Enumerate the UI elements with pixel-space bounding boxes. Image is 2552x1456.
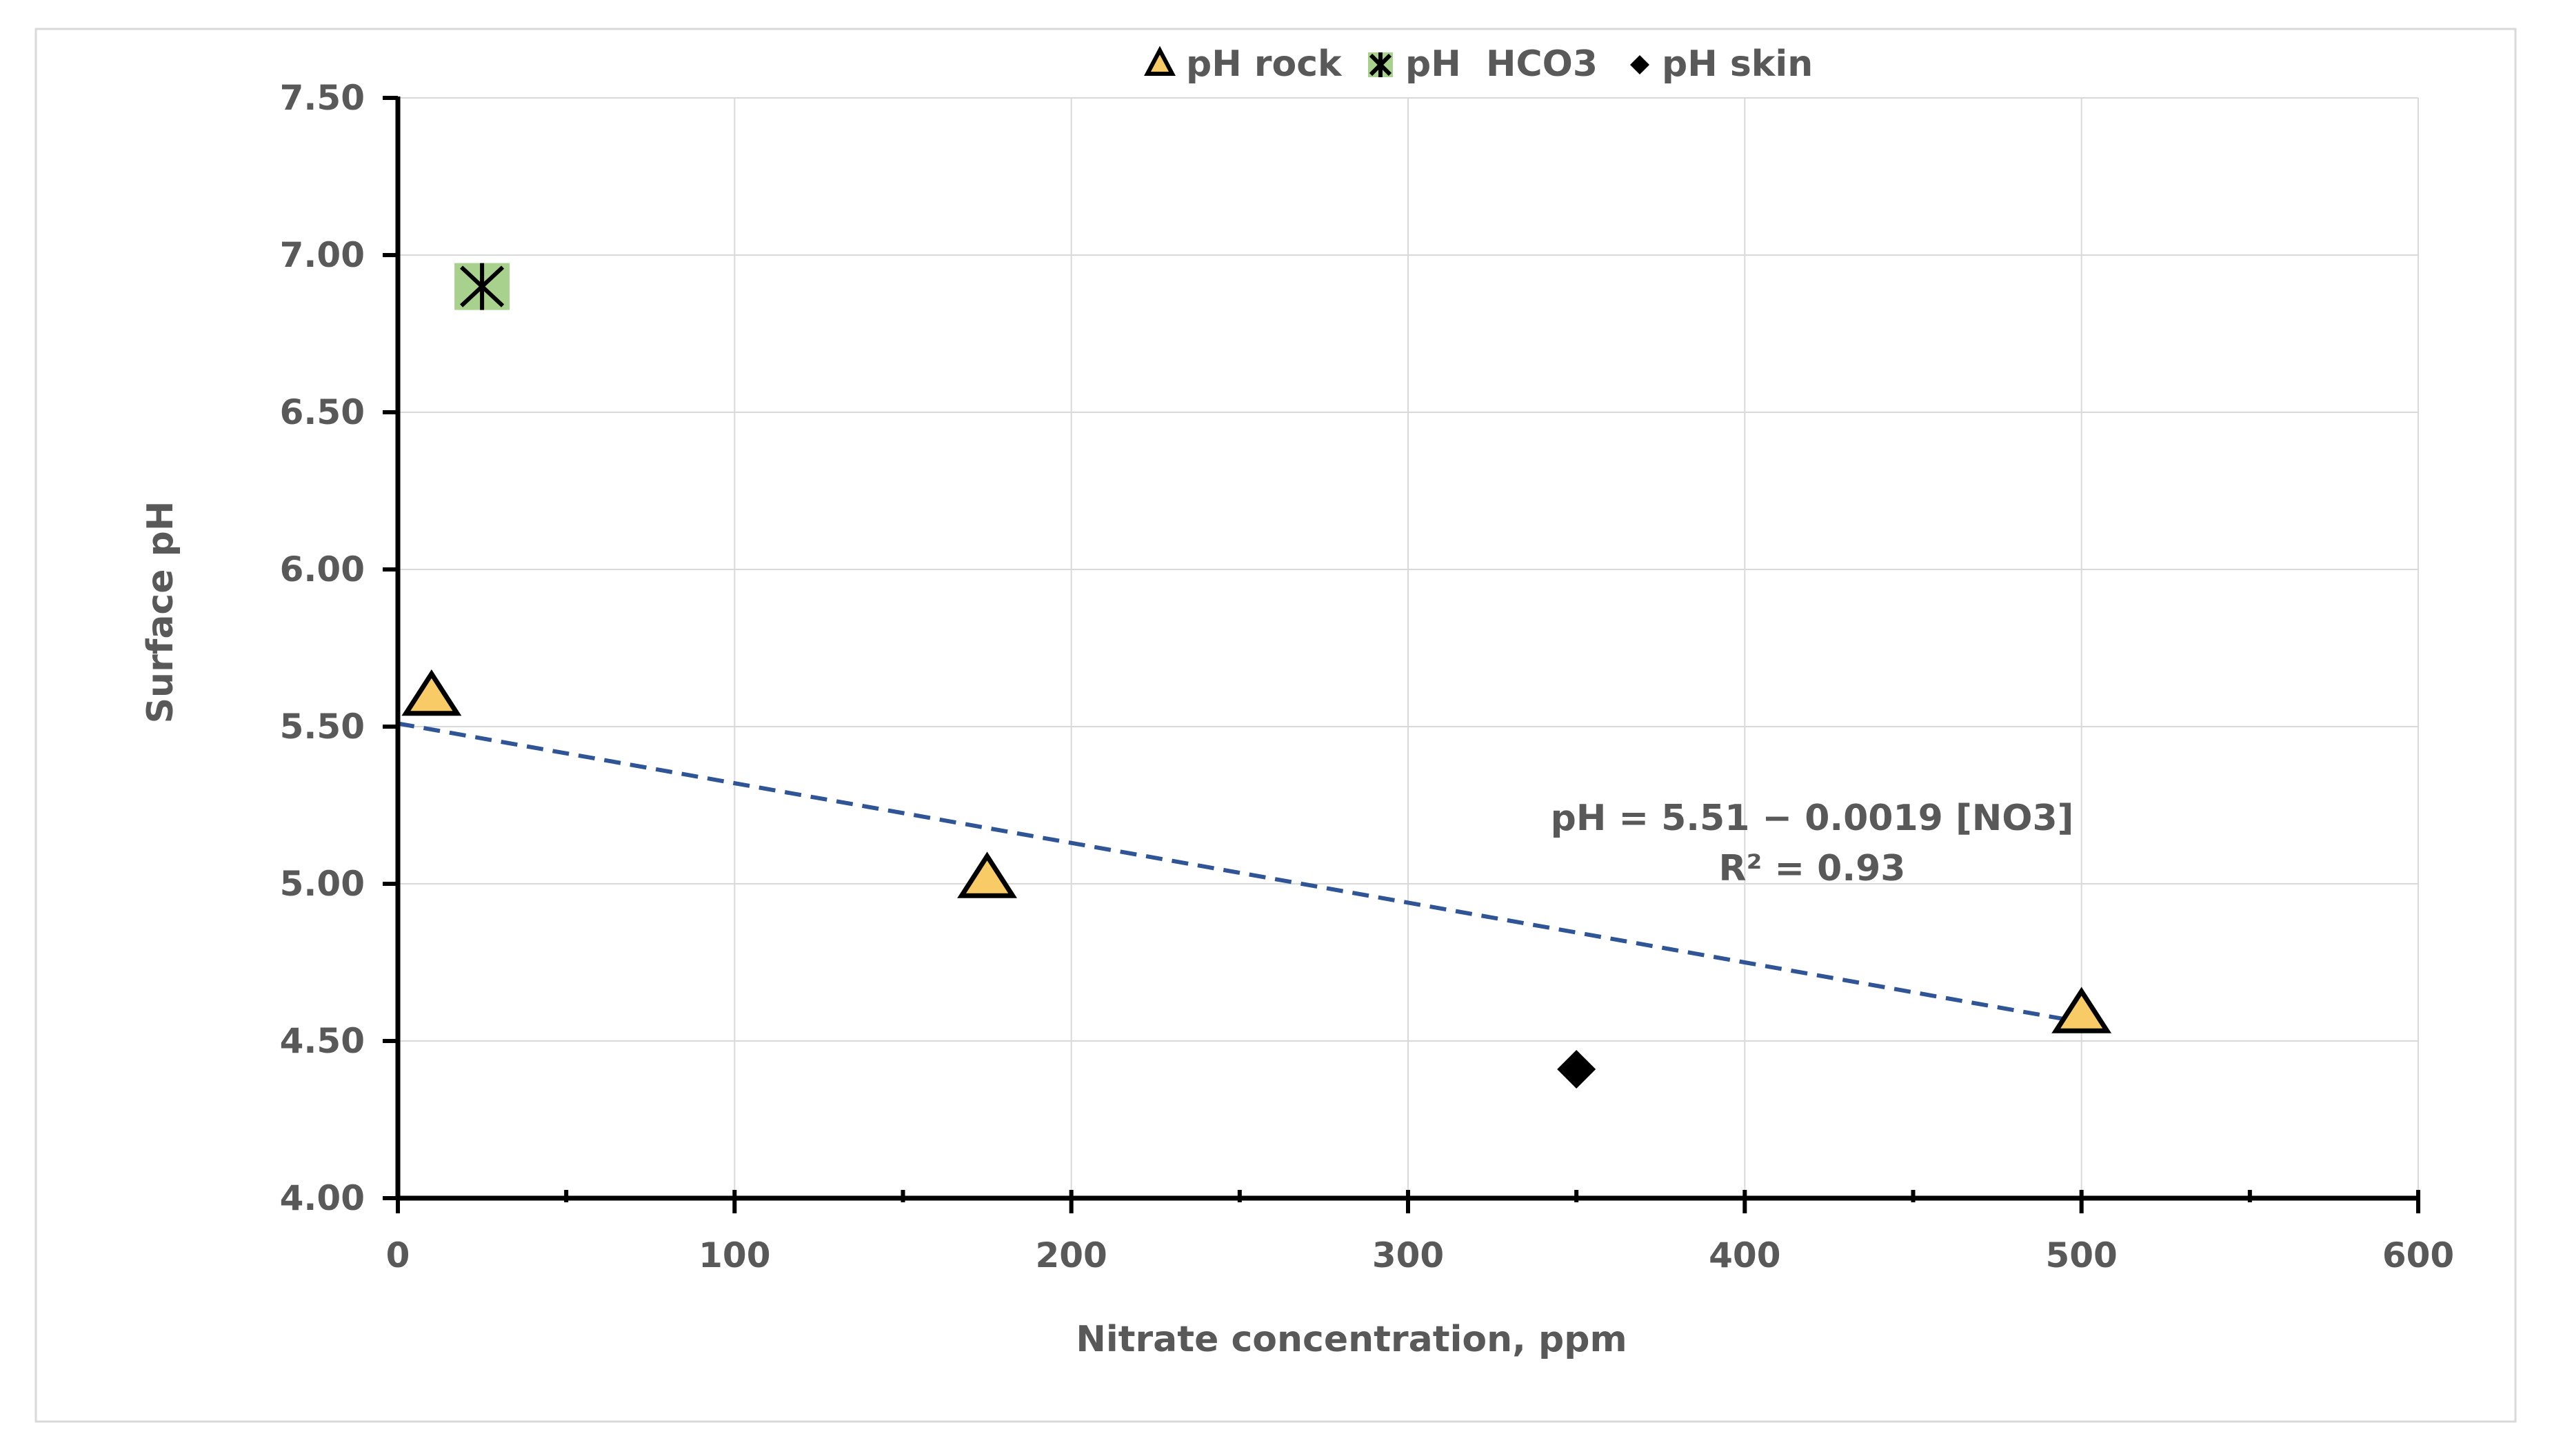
chart-border — [34, 28, 2517, 1423]
y-tick-label-2: 5.00 — [280, 864, 365, 904]
legend-label-ph-hco3: pH HCO3 — [1405, 43, 1598, 85]
y-tick-label-4: 6.00 — [280, 549, 365, 589]
y-tick-label-0: 4.00 — [280, 1178, 365, 1218]
legend-marker-ph-skin — [1630, 55, 1649, 74]
x-tick-label-3: 300 — [1372, 1235, 1444, 1275]
legend-item-ph-hco3: pH HCO3 — [1368, 43, 1598, 85]
legend-label-ph-skin: pH skin — [1662, 43, 1813, 85]
x-tick-label-6: 600 — [2382, 1235, 2454, 1275]
data-points — [401, 263, 2112, 1089]
y-tick-label-1: 4.50 — [280, 1021, 365, 1061]
legend-item-ph-skin: pH skin — [1630, 43, 1813, 85]
legend-marker-ph-hco3-asterisk — [1369, 52, 1392, 77]
legend-marker-ph-rock — [1144, 46, 1176, 76]
x-tick-label-0: 0 — [386, 1235, 410, 1275]
point-ph-rock-0 — [401, 669, 462, 716]
point-ph-skin-0 — [1557, 1050, 1596, 1089]
point-ph-hco3-0-asterisk — [460, 263, 505, 310]
y-tick-label-7: 7.50 — [280, 78, 365, 118]
y-axis-title: Surface pH — [140, 501, 181, 724]
legend-label-ph-rock: pH rock — [1186, 43, 1343, 85]
x-axis-title: Nitrate concentration, ppm — [1076, 1319, 1627, 1360]
x-tick-label-2: 200 — [1035, 1235, 1107, 1275]
x-tick-label-5: 500 — [2045, 1235, 2117, 1275]
trendline — [397, 721, 2082, 1024]
trendline-group — [397, 721, 2082, 1024]
x-tick-label-4: 400 — [1709, 1235, 1780, 1275]
point-ph-rock-1 — [957, 851, 1018, 898]
annotations: pH = 5.51 − 0.0019 [NO3] R² = 0.93 — [1551, 798, 2074, 889]
y-tick-label-5: 6.50 — [280, 392, 365, 432]
point-ph-rock-2 — [2051, 987, 2112, 1033]
point-ph-hco3-0 — [454, 263, 510, 310]
x-tick-label-1: 100 — [699, 1235, 770, 1275]
axes — [383, 96, 2420, 1213]
legend: pH rock pH HCO3 pH skin — [1144, 43, 1813, 85]
y-tick-label-3: 5.50 — [280, 707, 365, 747]
y-tick-label-6: 7.00 — [280, 235, 365, 275]
annotation-0: pH = 5.51 − 0.0019 [NO3] — [1551, 798, 2074, 839]
tick-labels: 4.00 4.50 5.00 5.50 6.00 6.50 7.00 7.50 0 100 200 3… — [280, 78, 2455, 1275]
legend-item-ph-rock: pH rock — [1144, 43, 1343, 85]
annotation-1: R² = 0.93 — [1719, 848, 1906, 889]
gridlines — [398, 97, 2419, 1198]
